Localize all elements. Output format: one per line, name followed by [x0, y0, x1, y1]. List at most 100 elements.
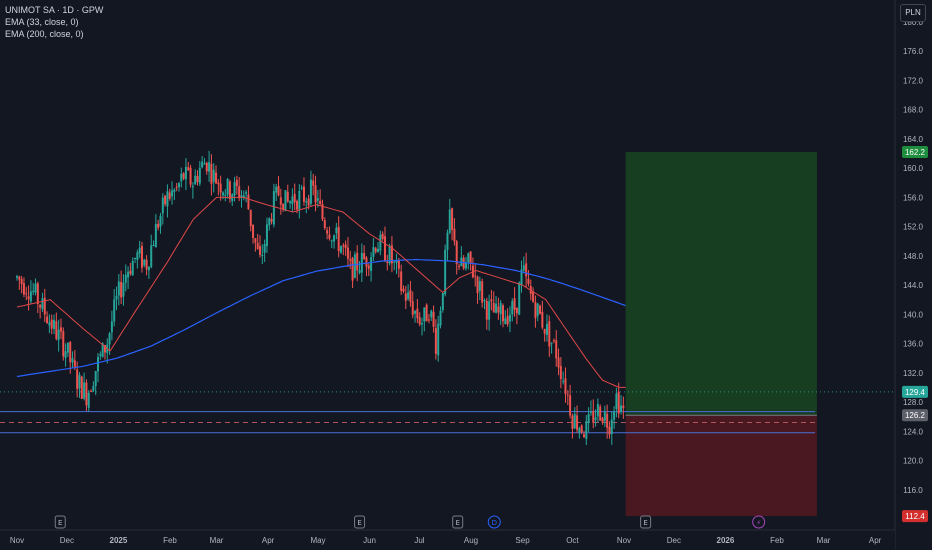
candle-body [76, 369, 79, 390]
candle-body [488, 301, 491, 320]
y-tick-label: 116.0 [903, 486, 923, 495]
candle-body [580, 425, 583, 433]
event-marker-earnings[interactable]: E [640, 515, 652, 529]
candle-body [617, 391, 620, 414]
candle-body [490, 299, 493, 302]
candle-body [608, 426, 611, 435]
candle-body [404, 293, 407, 301]
candle-body [379, 234, 382, 251]
event-marker-earnings[interactable]: E [354, 515, 366, 529]
candle-body [543, 328, 546, 334]
y-tick-label: 156.0 [903, 193, 924, 202]
candle-body [400, 271, 403, 291]
candle-body [620, 405, 623, 412]
candle-body [377, 248, 380, 253]
candle-body [453, 228, 456, 242]
candle-body [337, 226, 340, 252]
candle-body [152, 245, 155, 247]
ema200-line [16, 258, 626, 378]
candle-body [120, 281, 123, 298]
candle-body [275, 186, 278, 193]
y-tick-label: 148.0 [903, 252, 924, 261]
candle-body [502, 305, 505, 322]
y-tick-label: 176.0 [903, 47, 924, 56]
candle-body [215, 172, 218, 184]
x-tick-label: Oct [566, 536, 579, 545]
currency-button[interactable]: PLN [900, 4, 926, 22]
event-marker-dividend[interactable]: D [487, 515, 501, 529]
candle-body [363, 253, 366, 259]
candle-body [513, 298, 516, 310]
candle-body [108, 333, 111, 345]
candle-body [284, 190, 287, 211]
candle-body [129, 270, 132, 274]
candle-body [16, 276, 18, 278]
candle-body [150, 245, 153, 268]
event-marker-event[interactable]: ⚡ [752, 515, 766, 529]
candle-body [525, 263, 528, 277]
candle-body [381, 233, 384, 240]
candle-body [365, 257, 368, 267]
candle-body [485, 300, 488, 320]
candle-body [390, 245, 393, 264]
candle-body [515, 307, 518, 314]
candle-body [20, 279, 23, 285]
candle-body [194, 175, 197, 185]
event-marker-circle [752, 515, 766, 529]
candle-body [464, 262, 467, 269]
candle-body [613, 411, 616, 420]
candle-body [462, 257, 465, 269]
candle-body [342, 245, 345, 247]
x-tick-label: Dec [60, 536, 74, 545]
x-tick-label: Apr [262, 536, 275, 545]
ema200-legend[interactable]: EMA (200, close, 0) [5, 29, 84, 39]
y-tick-label: 180.0 [903, 18, 924, 27]
candle-body [374, 248, 377, 252]
symbol-title[interactable]: UNIMOT SA · 1D · GPW [5, 5, 104, 15]
candle-body [434, 328, 437, 354]
earnings-marker-box [54, 515, 66, 529]
candle-body [265, 224, 268, 246]
candle-body [157, 223, 160, 228]
candle-body [87, 392, 90, 408]
entry-price-label: 126.2 [905, 411, 926, 420]
candle-body [497, 306, 500, 313]
candle-body [117, 281, 120, 296]
candle-body [425, 304, 428, 322]
price-axis-panel[interactable] [895, 0, 932, 550]
candle-body [286, 191, 289, 202]
event-markers[interactable]: E E E D E ⚡ [54, 515, 766, 529]
candle-body [326, 230, 329, 234]
ema33-legend[interactable]: EMA (33, close, 0) [5, 17, 79, 27]
target-price-label-bg [902, 146, 928, 159]
candle-body [353, 254, 356, 278]
y-tick-label: 172.0 [903, 76, 924, 85]
candle-body [448, 209, 451, 233]
x-tick-label: Jun [363, 536, 376, 545]
candle-body [441, 292, 444, 311]
event-marker-label: E [643, 519, 647, 527]
candle-body [495, 303, 498, 313]
candle-body [210, 164, 213, 184]
candle-body [476, 276, 479, 294]
y-tick-label: 132.0 [903, 369, 924, 378]
time-axis-panel[interactable] [0, 530, 895, 550]
candle-body [131, 261, 134, 276]
earnings-marker-box [640, 515, 652, 529]
candle-body [622, 405, 625, 409]
y-tick-label: 160.0 [903, 164, 924, 173]
candle-body [499, 302, 502, 315]
candle-body [242, 195, 245, 198]
candle-body [492, 302, 495, 313]
candle-body [335, 227, 338, 234]
candle-body [397, 260, 400, 269]
candle-body [279, 197, 282, 205]
event-marker-earnings[interactable]: E [54, 515, 66, 529]
candle-body [55, 321, 58, 339]
stop-price-label-bg [902, 510, 928, 523]
candle-body [254, 238, 257, 243]
event-marker-earnings[interactable]: E [452, 515, 464, 529]
candle-body [555, 340, 558, 359]
candle-body [319, 200, 322, 204]
